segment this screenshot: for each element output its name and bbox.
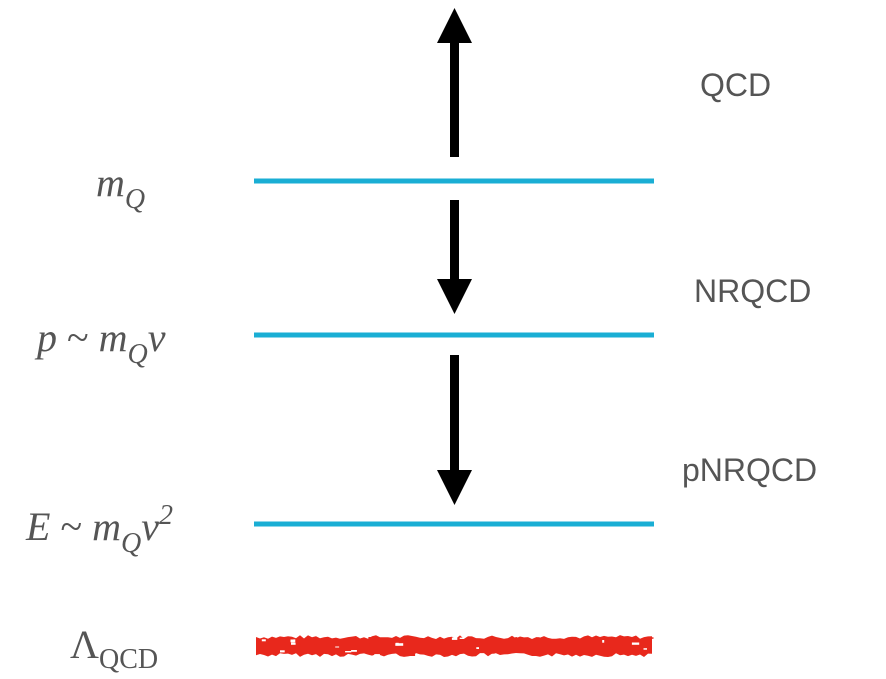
lambda-band-speck	[608, 643, 612, 645]
lambda-band-speck	[355, 644, 360, 646]
lambda-band-speck	[460, 638, 464, 639]
lambda-band-speck	[351, 650, 357, 652]
e-sup: 2	[159, 500, 173, 531]
lambda-band-speck	[335, 647, 339, 648]
lambda-band-speck	[367, 643, 370, 646]
scale-label-mq: mQ	[96, 160, 145, 215]
lambda-band-speck	[609, 649, 613, 652]
theory-label-qcd: QCD	[700, 67, 771, 103]
lambda-band-speck	[651, 637, 653, 639]
theory-label-nrqcd: NRQCD	[694, 273, 811, 309]
lambda-qcd-band	[256, 635, 654, 657]
lambda-band-speck	[326, 649, 330, 652]
e-lhs: E	[25, 504, 50, 549]
lambda-band-speck	[438, 653, 441, 655]
p-base: m	[99, 315, 128, 360]
lambda-band-speck	[487, 651, 495, 654]
lambda-band-speck	[602, 640, 604, 643]
lambda-band-speck	[632, 643, 639, 645]
lambda-band-speck	[536, 637, 540, 638]
lambda-band-speck	[498, 639, 502, 641]
lambda-band-speck	[408, 651, 411, 654]
e-sub: Q	[121, 528, 141, 559]
lambda-band-speck	[314, 643, 317, 645]
p-lhs: p	[34, 315, 57, 360]
lambda-sub: QCD	[99, 644, 158, 675]
lambda-band-speck	[280, 650, 285, 652]
lambda-band-speck	[279, 642, 284, 644]
scale-label-p: p ~ mQv	[34, 315, 166, 370]
mq-sub: Q	[125, 184, 145, 215]
lambda-band-speck	[345, 651, 351, 652]
e-tail: v	[141, 504, 159, 549]
lambda-band-speck	[452, 638, 457, 640]
lambda-band-speck	[297, 645, 304, 646]
lambda-band-speck	[407, 639, 412, 641]
lambda-band-speck	[262, 639, 266, 641]
arrow-down-pnrqcd	[437, 355, 472, 505]
lambda-band-speck	[490, 643, 496, 644]
lambda-band-speck	[268, 646, 273, 648]
arrow-down-nrqcd	[437, 200, 472, 314]
lambda-band-speck	[378, 641, 383, 643]
e-rel: ~	[50, 504, 92, 549]
lambda-band-speck	[567, 645, 573, 648]
lambda-band-speck	[419, 643, 426, 645]
lambda-band-speck	[631, 651, 636, 652]
lambda-band-speck	[644, 648, 648, 650]
lambda-band-speck	[395, 643, 403, 646]
lambda-band-speck	[291, 643, 296, 645]
lambda-band-speck	[622, 645, 629, 647]
lambda-band-speck	[639, 651, 647, 653]
lambda-band-speck	[592, 651, 597, 654]
lambda-band-speck	[550, 647, 555, 649]
lambda-band-speck	[569, 650, 573, 652]
lambda-band-speck	[476, 647, 479, 649]
lambda-band-speck	[379, 648, 381, 650]
scale-label-lambda: ΛQCD	[70, 622, 158, 675]
arrow-up-qcd	[437, 8, 472, 157]
e-base: m	[92, 504, 121, 549]
scale-label-e: E ~ mQv2	[25, 500, 173, 559]
lambda-band-speck	[293, 639, 295, 642]
lambda-band-speck	[610, 647, 613, 648]
lambda-band-speck	[537, 654, 543, 656]
p-sub: Q	[128, 339, 148, 370]
lambda-band-speck	[309, 650, 315, 653]
lambda-band-speck	[470, 638, 475, 639]
p-rel: ~	[57, 315, 99, 360]
lambda-band-speck	[374, 654, 380, 655]
lambda-base: Λ	[70, 622, 99, 667]
p-tail: v	[148, 315, 166, 360]
lambda-band-speck	[515, 637, 517, 638]
lambda-band-speck	[630, 639, 634, 640]
lambda-band-speck	[488, 649, 493, 650]
lambda-band-speck	[449, 645, 451, 647]
theory-label-pnrqcd: pNRQCD	[682, 452, 817, 488]
lambda-band-speck	[368, 637, 373, 639]
mq-base: m	[96, 160, 125, 205]
